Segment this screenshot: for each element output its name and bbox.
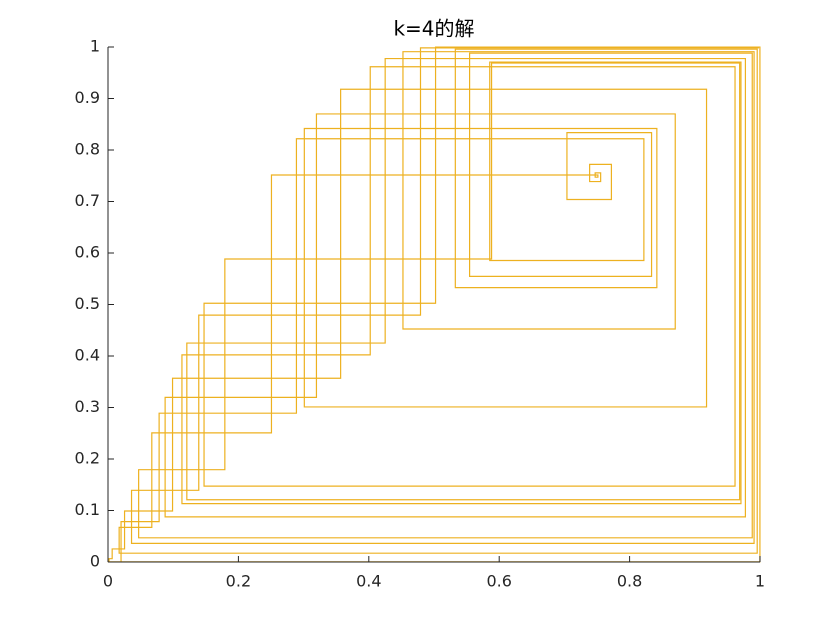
cobweb-line (107, 46, 761, 563)
y-tick-label: 0.7 (75, 191, 100, 210)
x-tick-label: 0.2 (226, 572, 251, 591)
y-tick-label: 0.5 (75, 294, 100, 313)
chart-title: k=4的解 (393, 17, 474, 41)
y-tick-label: 0.6 (75, 243, 100, 262)
y-tick-label: 0.1 (75, 500, 100, 519)
y-tick-label: 0.3 (75, 397, 100, 416)
y-tick-label: 0.9 (75, 88, 100, 107)
x-tick-label: 0.8 (617, 572, 642, 591)
y-tick-label: 1 (90, 37, 100, 56)
x-tick-label: 0.6 (486, 572, 511, 591)
x-tick-label: 0.4 (356, 572, 381, 591)
x-tick-label: 1 (755, 572, 765, 591)
y-tick-label: 0 (90, 552, 100, 571)
x-tick-label: 0 (103, 572, 113, 591)
y-tick-label: 0.4 (75, 346, 100, 365)
y-tick-label: 0.8 (75, 140, 100, 159)
y-tick-label: 0.2 (75, 449, 100, 468)
